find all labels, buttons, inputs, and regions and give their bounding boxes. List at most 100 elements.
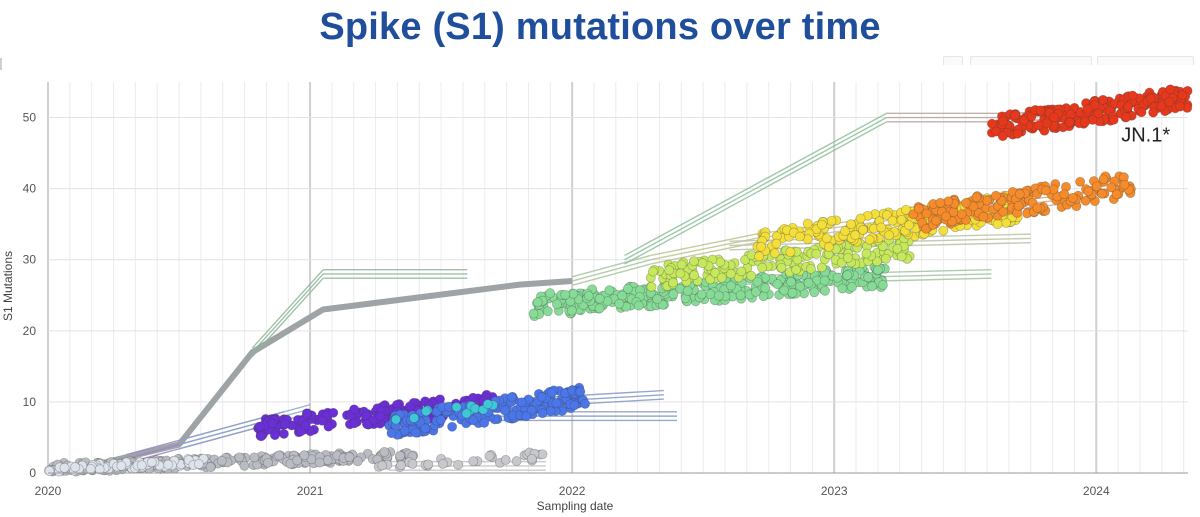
data-point	[816, 219, 827, 230]
branch-line	[624, 112, 887, 257]
data-point	[404, 401, 415, 412]
data-point	[580, 398, 591, 409]
data-point	[1018, 115, 1029, 126]
data-point	[386, 428, 397, 439]
data-point	[604, 285, 615, 296]
data-point	[809, 287, 820, 298]
data-point	[163, 459, 174, 470]
data-point	[646, 281, 657, 292]
data-point	[362, 419, 372, 430]
data-point	[575, 386, 586, 397]
data-point	[880, 253, 891, 264]
data-point	[760, 283, 771, 294]
data-point	[1035, 105, 1046, 116]
data-point	[594, 293, 605, 304]
data-point	[819, 275, 830, 286]
data-point	[94, 464, 105, 475]
data-point	[1097, 188, 1107, 199]
data-point	[116, 460, 127, 471]
data-point	[689, 256, 699, 267]
data-point	[652, 294, 663, 305]
data-point	[881, 210, 892, 220]
data-point	[697, 258, 708, 269]
data-point	[1127, 90, 1138, 101]
branch-line	[571, 254, 651, 278]
data-point	[146, 457, 157, 468]
data-point	[1098, 174, 1109, 185]
data-point	[713, 290, 724, 301]
branch-line	[571, 263, 651, 286]
branch-line	[624, 116, 887, 261]
data-point	[884, 230, 895, 241]
data-point	[1032, 203, 1043, 213]
data-point	[453, 459, 464, 470]
data-point	[437, 458, 448, 469]
data-point	[545, 406, 556, 417]
data-point	[1080, 195, 1091, 206]
data-point	[302, 409, 312, 419]
data-point	[943, 196, 954, 207]
data-point	[811, 248, 822, 259]
data-point	[395, 450, 405, 461]
chart-title: Spike (S1) mutations over time	[319, 6, 881, 48]
data-point	[377, 460, 388, 471]
data-point	[379, 447, 390, 457]
data-point	[461, 408, 472, 419]
data-point	[998, 206, 1009, 217]
data-point	[896, 214, 907, 225]
data-point	[278, 428, 289, 439]
branch-line	[251, 269, 324, 349]
data-point	[1012, 128, 1023, 139]
y-tick-label: 40	[23, 182, 37, 196]
data-point	[1106, 182, 1117, 193]
data-point	[769, 248, 780, 259]
data-point	[921, 208, 932, 219]
data-point	[941, 211, 952, 222]
data-point	[820, 285, 830, 296]
data-point	[842, 270, 853, 281]
data-point	[1049, 112, 1059, 123]
data-point	[1064, 117, 1075, 128]
frame-edge	[0, 58, 2, 70]
data-point	[791, 264, 802, 275]
data-point	[794, 281, 805, 292]
data-point	[757, 262, 768, 273]
data-point	[468, 456, 479, 467]
data-point	[857, 224, 868, 235]
trunk-branch	[60, 278, 573, 476]
data-point	[399, 425, 410, 436]
data-point	[1040, 185, 1051, 196]
x-tick-label: 2020	[35, 484, 62, 498]
branch-line	[178, 404, 311, 441]
data-point	[938, 225, 949, 236]
data-point	[506, 392, 517, 403]
data-point	[583, 290, 594, 301]
data-point	[280, 419, 291, 430]
data-point	[787, 287, 798, 298]
data-point	[1165, 84, 1176, 95]
data-point	[846, 282, 857, 292]
data-point	[705, 289, 716, 300]
data-point	[832, 272, 843, 283]
data-point	[668, 289, 679, 300]
data-point	[930, 215, 941, 226]
data-point	[826, 215, 837, 226]
x-tick-label: 2023	[821, 484, 848, 498]
data-point	[864, 234, 875, 245]
data-point	[421, 406, 432, 417]
data-point	[1013, 200, 1024, 211]
data-point	[735, 290, 746, 301]
data-point	[740, 254, 751, 265]
data-point	[850, 230, 861, 241]
data-point	[349, 404, 360, 415]
data-point	[971, 192, 982, 203]
data-point	[786, 276, 796, 287]
axes: 2020 2021 2022 2023 2024 0 10 20 30 40 50	[23, 111, 1188, 498]
data-point	[516, 397, 527, 408]
data-point	[532, 297, 543, 308]
data-point	[855, 213, 866, 224]
data-point	[352, 456, 363, 467]
data-point	[435, 414, 446, 425]
data-point	[794, 231, 805, 242]
